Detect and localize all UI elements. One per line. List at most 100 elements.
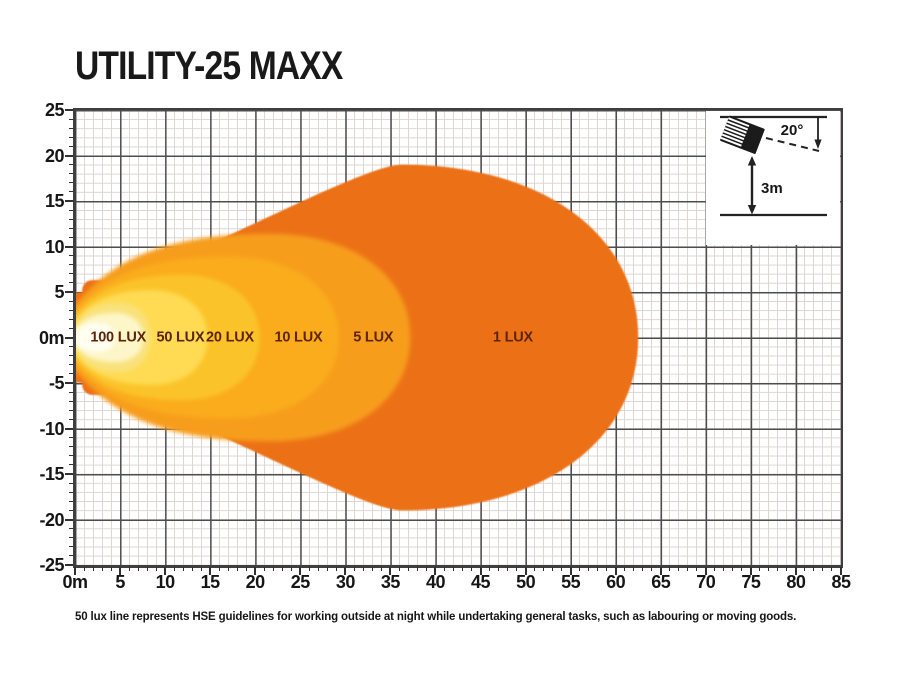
- x-minor-tick: [624, 567, 626, 571]
- x-minor-tick: [101, 567, 103, 571]
- y-tick-label: -5: [48, 373, 65, 393]
- x-minor-tick: [813, 567, 815, 571]
- y-minor-tick: [69, 400, 73, 402]
- x-tick-label: 5: [115, 572, 125, 592]
- work-lamp-icon: [720, 115, 765, 154]
- y-major-tick: [65, 473, 73, 475]
- y-minor-tick: [69, 309, 73, 311]
- x-minor-tick: [642, 567, 644, 571]
- x-tick-label: 10: [155, 572, 176, 592]
- contour-hotspot: [75, 322, 115, 353]
- y-major-tick: [65, 518, 73, 521]
- x-minor-tick: [759, 567, 761, 571]
- y-tick-label: 5: [54, 282, 64, 302]
- y-minor-tick: [69, 482, 73, 484]
- x-major-tick: [119, 567, 122, 575]
- x-minor-tick: [606, 567, 608, 571]
- x-tick-label: 60: [606, 572, 626, 592]
- y-tick-label: -15: [39, 464, 64, 484]
- y-minor-tick: [69, 364, 73, 366]
- y-minor-tick: [69, 546, 73, 548]
- x-minor-tick: [263, 567, 265, 571]
- height-arrow-head-top: [747, 156, 757, 166]
- x-minor-tick: [227, 567, 229, 571]
- x-minor-tick: [552, 567, 554, 571]
- y-minor-tick: [69, 537, 73, 539]
- page-title: UTILITY-25 MAXX: [75, 44, 343, 88]
- y-tick-label: -10: [39, 418, 64, 439]
- x-minor-tick: [83, 567, 85, 571]
- x-major-tick: [254, 567, 257, 575]
- x-major-tick: [164, 567, 167, 575]
- lux-label-5: 5 LUX: [353, 330, 394, 346]
- x-minor-tick: [768, 567, 770, 571]
- x-minor-tick: [489, 567, 491, 571]
- y-minor-tick: [69, 136, 73, 138]
- y-minor-tick: [69, 491, 73, 493]
- y-minor-tick: [69, 555, 73, 557]
- y-minor-tick: [69, 227, 73, 229]
- y-minor-tick: [69, 409, 73, 411]
- y-tick-label: 0m: [38, 327, 65, 348]
- y-tick-label: -20: [39, 509, 64, 530]
- y-major-tick: [65, 200, 73, 202]
- y-minor-tick: [69, 209, 73, 211]
- x-minor-tick: [281, 567, 283, 571]
- y-minor-tick: [69, 528, 73, 530]
- y-tick-label: 15: [44, 191, 65, 211]
- x-major-tick: [299, 567, 302, 575]
- x-axis-line: [73, 565, 843, 568]
- x-major-tick: [569, 567, 572, 575]
- x-minor-tick: [498, 567, 500, 571]
- x-minor-tick: [173, 567, 175, 571]
- x-minor-tick: [471, 567, 473, 571]
- x-major-tick: [209, 567, 212, 575]
- y-minor-tick: [69, 173, 73, 175]
- lux-label-50: 50 LUX: [156, 330, 204, 346]
- x-major-tick: [749, 567, 752, 575]
- x-minor-tick: [182, 567, 184, 571]
- y-minor-tick: [69, 264, 73, 266]
- x-minor-tick: [362, 567, 364, 571]
- x-minor-tick: [443, 567, 445, 571]
- x-major-tick: [840, 567, 842, 575]
- x-minor-tick: [561, 567, 563, 571]
- x-minor-tick: [651, 567, 653, 571]
- x-minor-tick: [822, 567, 824, 571]
- y-minor-tick: [69, 218, 73, 220]
- x-minor-tick: [380, 567, 382, 571]
- y-minor-tick: [69, 437, 73, 439]
- x-minor-tick: [462, 567, 463, 571]
- y-minor-tick: [69, 500, 73, 502]
- x-minor-tick: [452, 567, 454, 571]
- y-minor-tick: [69, 464, 73, 466]
- y-minor-tick: [69, 318, 73, 320]
- plot-right-border: [841, 108, 843, 567]
- angle-arrow-head: [814, 139, 822, 149]
- x-minor-tick: [678, 567, 680, 571]
- lux-label-1: 1 LUX: [493, 330, 534, 346]
- x-minor-tick: [218, 567, 220, 571]
- x-minor-tick: [155, 567, 157, 571]
- x-minor-tick: [110, 567, 112, 571]
- y-axis-line: [73, 108, 76, 567]
- x-minor-tick: [353, 567, 355, 571]
- x-minor-tick: [335, 567, 337, 571]
- x-major-tick: [74, 567, 76, 575]
- x-major-tick: [704, 567, 707, 575]
- x-major-tick: [434, 567, 437, 575]
- x-minor-tick: [588, 567, 590, 571]
- x-minor-tick: [272, 567, 274, 571]
- x-tick-label: 20: [245, 572, 266, 592]
- y-minor-tick: [69, 455, 73, 457]
- y-minor-tick: [69, 346, 73, 348]
- x-tick-label: 0m: [62, 572, 88, 592]
- y-minor-tick: [69, 446, 73, 448]
- x-minor-tick: [326, 567, 328, 571]
- x-tick-label: 25: [290, 572, 311, 592]
- x-minor-tick: [633, 567, 635, 571]
- mounting-inset: 20° 3m: [706, 111, 840, 245]
- plot-top-border: [73, 108, 843, 110]
